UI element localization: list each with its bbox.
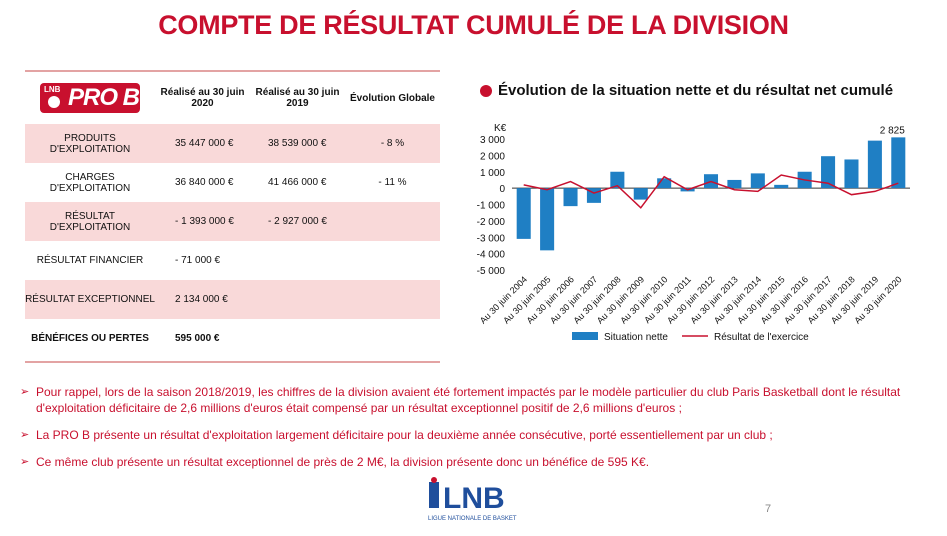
y-tick-label: -5 000	[477, 266, 506, 277]
row-label: CHARGES D'EXPLOITATION	[49, 171, 131, 194]
bar-situation-nette	[657, 178, 672, 189]
cell-2019: - 2 927 000 €	[268, 216, 327, 227]
bar-situation-nette	[540, 188, 555, 251]
bar-situation-nette	[750, 173, 765, 189]
table-bottom-border	[25, 361, 440, 363]
legend-label: Situation nette	[604, 332, 668, 343]
y-tick-label: -2 000	[477, 217, 506, 228]
table-row: RÉSULTAT FINANCIER - 71 000 €	[25, 241, 440, 280]
chart-title: Évolution de la situation nette et du ré…	[480, 82, 893, 99]
page-number: 7	[765, 503, 772, 515]
bar-situation-nette	[844, 159, 859, 189]
list-item: ➢ Ce même club présente un résultat exce…	[20, 454, 935, 470]
cell-2020: - 71 000 €	[175, 255, 221, 266]
y-tick-label: -1 000	[477, 201, 506, 212]
bar-situation-nette	[867, 140, 882, 189]
row-label: PRODUITS D'EXPLOITATION	[49, 132, 131, 155]
bar-situation-nette	[821, 156, 836, 189]
lnb-logo-subtitle: LIGUE NATIONALE DE BASKET	[428, 516, 517, 522]
cell-2019: 41 466 000 €	[268, 177, 327, 188]
bullet-text: Pour rappel, lors de la saison 2018/2019…	[36, 385, 901, 415]
financial-table: LNB PRO B Réalisé au 30 juin 2020 Réalis…	[25, 70, 440, 358]
bullet-text: La PRO B présente un résultat d'exploita…	[36, 428, 773, 442]
line-resultat-exercice	[523, 174, 899, 209]
bar-situation-nette	[563, 188, 578, 207]
legend-swatch-bar	[572, 332, 598, 340]
y-tick-label: -3 000	[477, 233, 506, 244]
cell-evolution: - 8 %	[380, 138, 405, 149]
y-tick-label: -4 000	[477, 250, 506, 261]
ball-icon	[431, 477, 437, 483]
legend-label: Résultat de l'exercice	[714, 332, 809, 343]
header-2019: Réalisé au 30 juin 2019	[255, 87, 340, 109]
basketball-icon	[480, 84, 492, 97]
table-row: CHARGES D'EXPLOITATION 36 840 000 € 41 4…	[25, 163, 440, 202]
y-tick-label: 1 000	[480, 168, 505, 179]
row-label: RÉSULTAT D'EXPLOITATION	[49, 210, 131, 233]
header-2020: Réalisé au 30 juin 2020	[160, 87, 245, 109]
cell-evolution: - 11 %	[378, 177, 407, 188]
cell-2020: 36 840 000 €	[175, 177, 234, 188]
table-row: RÉSULTAT EXCEPTIONNEL 2 134 000 €	[25, 280, 440, 319]
data-label: 2 825	[880, 125, 905, 136]
arrow-bullet-icon: ➢	[20, 429, 30, 441]
net-position-chart: K€3 000 2 000 1 000 0 -1 000 -2 000 -3 000 -4 0…	[477, 123, 910, 343]
row-label: RÉSULTAT FINANCIER	[36, 255, 144, 266]
lnb-logo-text: LNB	[443, 482, 505, 515]
header-evolution: Évolution Globale	[349, 92, 435, 104]
bar-situation-nette	[727, 179, 742, 189]
page-title: COMPTE DE RÉSULTAT CUMULÉ DE LA DIVISION	[158, 10, 789, 40]
list-item: ➢ Pour rappel, lors de la saison 2018/20…	[20, 384, 935, 416]
lnb-footer-logo: LNB LIGUE NATIONALE DE BASKET	[425, 476, 525, 529]
bar-situation-nette	[516, 188, 531, 239]
lnb-logo-text: LNB	[44, 85, 61, 94]
cell-2020: 2 134 000 €	[175, 294, 228, 305]
table-row: BÉNÉFICES OU PERTES 595 000 €	[25, 319, 440, 358]
y-tick-label: 3 000	[480, 135, 505, 146]
arrow-bullet-icon: ➢	[20, 456, 30, 468]
y-tick-label: 0	[499, 184, 505, 195]
chart-title-text: Évolution de la situation nette et du ré…	[498, 82, 894, 99]
list-item: ➢ La PRO B présente un résultat d'exploi…	[20, 427, 935, 443]
player-silhouette-icon	[429, 482, 439, 508]
row-label: BÉNÉFICES OU PERTES	[31, 333, 149, 344]
arrow-bullet-icon: ➢	[20, 386, 30, 398]
cell-2019: 38 539 000 €	[268, 138, 327, 149]
bar-situation-nette	[633, 188, 648, 200]
y-tick-label: 2 000	[480, 151, 505, 162]
cell-2020: 595 000 €	[175, 333, 220, 344]
bullet-list: ➢ Pour rappel, lors de la saison 2018/20…	[20, 384, 935, 481]
y-axis-unit: K€	[494, 123, 507, 134]
bar-situation-nette	[891, 137, 906, 189]
basketball-icon	[48, 96, 60, 108]
table-row: PRODUITS D'EXPLOITATION 35 447 000 € 38 …	[25, 124, 440, 163]
table-header: LNB PRO B Réalisé au 30 juin 2020 Réalis…	[25, 70, 440, 124]
prob-logo: LNB PRO B	[25, 83, 155, 113]
prob-logo-text: PRO B	[68, 84, 140, 111]
table-row: RÉSULTAT D'EXPLOITATION - 1 393 000 € - …	[25, 202, 440, 241]
cell-2020: - 1 393 000 €	[175, 216, 234, 227]
bar-situation-nette	[774, 184, 789, 189]
row-label: RÉSULTAT EXCEPTIONNEL	[25, 294, 155, 305]
bar-situation-nette	[610, 171, 625, 189]
bullet-text: Ce même club présente un résultat except…	[36, 455, 650, 469]
cell-2020: 35 447 000 €	[175, 138, 234, 149]
